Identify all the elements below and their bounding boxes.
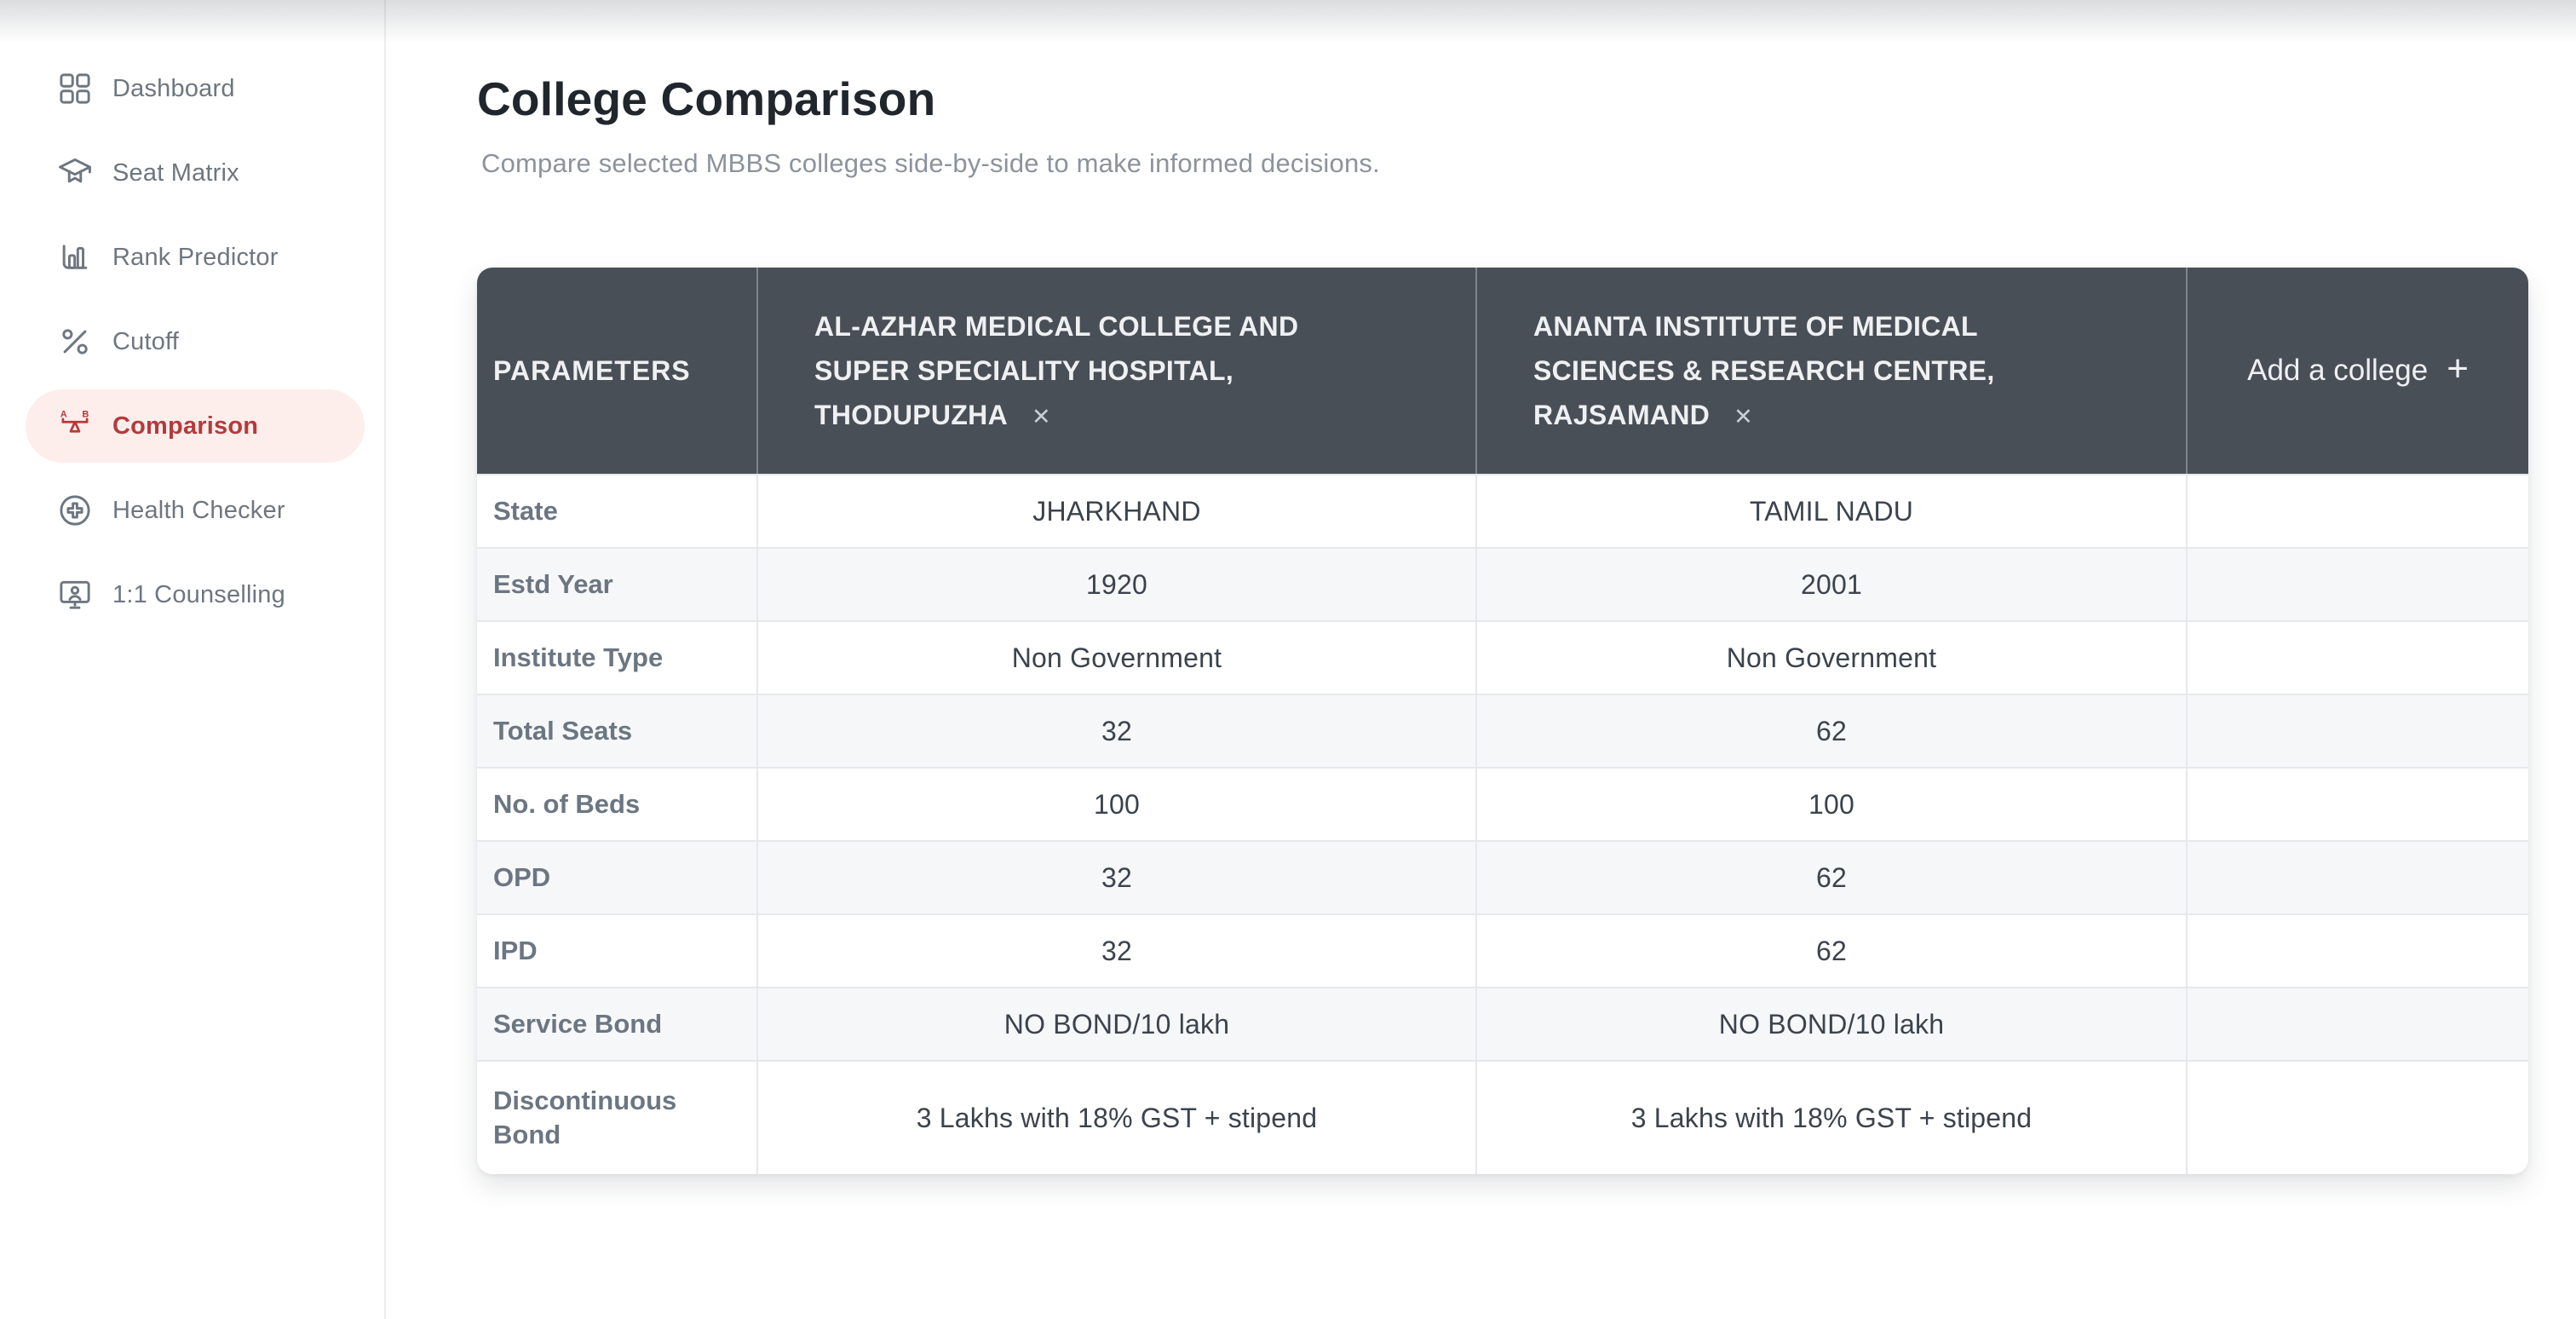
cell-value: NO BOND/10 lakh [1475, 987, 2186, 1060]
param-label-opd: OPD [477, 840, 756, 913]
cell-value: 3 Lakhs with 18% GST + stipend [756, 1060, 1475, 1174]
grid-icon [56, 70, 94, 107]
cell-value: 62 [1475, 913, 2186, 987]
param-label-state: State [477, 474, 756, 547]
add-college-button[interactable]: Add a college + [2186, 268, 2528, 474]
sidebar-item-label: 1:1 Counselling [112, 580, 285, 608]
param-label-estd-year: Estd Year [477, 547, 756, 620]
empty-cell [2186, 547, 2528, 620]
counselling-monitor-icon [56, 576, 94, 613]
sidebar: Dashboard Seat Matrix [0, 0, 386, 1319]
empty-cell [2186, 474, 2528, 547]
cell-value: 32 [756, 913, 1475, 987]
percent-icon [56, 323, 94, 360]
empty-cell [2186, 767, 2528, 840]
main-content: College Comparison Compare selected MBBS… [386, 0, 2576, 1319]
cell-value: JHARKHAND [756, 474, 1475, 547]
parameters-header: PARAMETERS [477, 268, 756, 474]
sidebar-item-cutoff[interactable]: Cutoff [26, 305, 365, 378]
health-cross-icon [56, 492, 94, 529]
sidebar-item-label: Seat Matrix [112, 158, 239, 187]
param-label-no-of-beds: No. of Beds [477, 767, 756, 840]
param-label-total-seats: Total Seats [477, 694, 756, 767]
sidebar-item-label: Health Checker [112, 496, 285, 524]
cell-value: 62 [1475, 694, 2186, 767]
add-college-label: Add a college [2247, 354, 2429, 387]
graduation-cap-icon [56, 154, 94, 192]
sidebar-item-label: Rank Predictor [112, 243, 279, 271]
college-name: ANANTA INSTITUTE OF MEDICAL SCIENCES & R… [1533, 311, 1995, 430]
empty-cell [2186, 620, 2528, 694]
empty-cell [2186, 913, 2528, 987]
cell-value: 1920 [756, 547, 1475, 620]
cell-value: 100 [1475, 767, 2186, 840]
bar-chart-icon [56, 239, 94, 276]
sidebar-item-label: Comparison [112, 412, 259, 440]
cell-value: 32 [756, 840, 1475, 913]
sidebar-item-health-checker[interactable]: Health Checker [26, 474, 365, 547]
param-label-service-bond: Service Bond [477, 987, 756, 1060]
empty-cell [2186, 694, 2528, 767]
sidebar-item-counselling[interactable]: 1:1 Counselling [26, 558, 365, 631]
svg-text:B: B [82, 410, 89, 420]
cell-value: 2001 [1475, 547, 2186, 620]
cell-value: TAMIL NADU [1475, 474, 2186, 547]
page-title: College Comparison [477, 72, 936, 125]
balance-scale-icon: A B [56, 407, 94, 445]
sidebar-item-dashboard[interactable]: Dashboard [26, 52, 365, 125]
sidebar-item-rank-predictor[interactable]: Rank Predictor [26, 221, 365, 294]
empty-cell [2186, 987, 2528, 1060]
sidebar-item-seat-matrix[interactable]: Seat Matrix [26, 136, 365, 210]
remove-college-icon[interactable]: ✕ [1031, 404, 1051, 429]
college-name: AL-AZHAR MEDICAL COLLEGE AND SUPER SPECI… [814, 311, 1299, 430]
empty-cell [2186, 1060, 2528, 1174]
sidebar-item-comparison[interactable]: A B Comparison [26, 389, 365, 463]
sidebar-nav: Dashboard Seat Matrix [0, 52, 384, 642]
comparison-table: PARAMETERS AL-AZHAR MEDICAL COLLEGE AND … [477, 268, 2528, 1174]
cell-value: 32 [756, 694, 1475, 767]
page-subtitle: Compare selected MBBS colleges side-by-s… [481, 148, 1380, 178]
cell-value: Non Government [756, 620, 1475, 694]
param-label-ipd: IPD [477, 913, 756, 987]
college-header-1: AL-AZHAR MEDICAL COLLEGE AND SUPER SPECI… [756, 268, 1475, 474]
cell-value: Non Government [1475, 620, 2186, 694]
college-header-2: ANANTA INSTITUTE OF MEDICAL SCIENCES & R… [1475, 268, 2186, 474]
param-label-institute-type: Institute Type [477, 620, 756, 694]
param-label-discontinuous-bond: Discontinuous Bond [477, 1060, 756, 1174]
cell-value: 3 Lakhs with 18% GST + stipend [1475, 1060, 2186, 1174]
empty-cell [2186, 840, 2528, 913]
sidebar-item-label: Cutoff [112, 327, 180, 355]
cell-value: NO BOND/10 lakh [756, 987, 1475, 1060]
remove-college-icon[interactable]: ✕ [1734, 404, 1753, 429]
svg-text:A: A [60, 410, 67, 420]
sidebar-item-label: Dashboard [112, 74, 235, 102]
plus-icon: + [2447, 348, 2469, 389]
cell-value: 62 [1475, 840, 2186, 913]
cell-value: 100 [756, 767, 1475, 840]
